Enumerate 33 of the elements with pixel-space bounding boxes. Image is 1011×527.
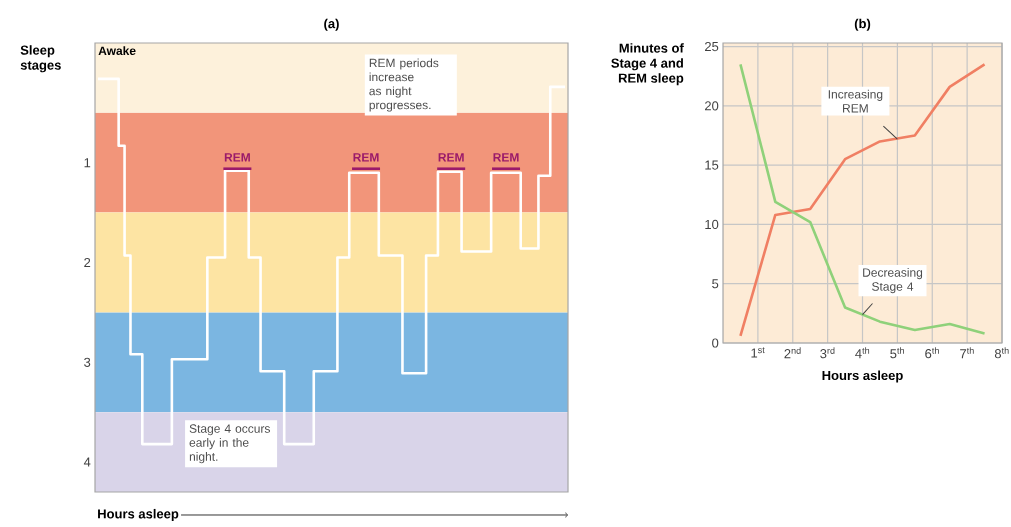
chart-title: (a): [324, 18, 339, 31]
x-tick-label: 3$^{rd}$: [820, 347, 835, 359]
x-axis-title: Hours asleep: [822, 370, 903, 383]
annotation: Stage 4 occurs early in the night.: [189, 424, 270, 464]
chart-title: (b): [854, 18, 871, 31]
annotation: REM: [438, 153, 464, 162]
annotation: REM periods increase as night progresses.: [369, 58, 439, 112]
y-tick-label: 15: [705, 160, 719, 170]
y-tick-label: 25: [705, 41, 719, 52]
y-tick-label: 1: [84, 158, 91, 168]
x-tick-label: 6$^{th}$: [925, 347, 939, 359]
band-label: Awake: [98, 46, 136, 56]
y-tick-label: 3: [84, 357, 91, 367]
y-tick-label: 0: [712, 338, 719, 348]
x-tick-label: 2$^{nd}$: [784, 347, 801, 359]
y-tick-label: 5: [712, 279, 719, 289]
y-tick-label: 20: [705, 101, 719, 111]
y-axis-title: Sleep stages: [20, 45, 61, 73]
x-tick-label: 1$^{st}$: [751, 347, 765, 358]
x-tick-label: 4$^{th}$: [855, 347, 870, 359]
y-tick-label: 2: [84, 257, 91, 268]
x-tick-label: 7$^{th}$: [960, 347, 974, 359]
annotation: REM: [493, 153, 519, 162]
x-tick-label: 8$^{th}$: [994, 347, 1009, 359]
x-axis-title: Hours asleep: [98, 508, 179, 522]
y-tick-label: 10: [705, 219, 719, 230]
annotation: Decreasing Stage 4: [863, 267, 923, 294]
annotation: REM: [353, 153, 379, 162]
y-tick-label: 4: [83, 457, 91, 467]
y-axis-title: Minutes of Stage 4 and REM sleep: [611, 43, 684, 86]
annotation: Increasing REM: [828, 89, 883, 113]
x-tick-label: 5$^{th}$: [890, 347, 904, 359]
annotation: REM: [224, 153, 250, 162]
